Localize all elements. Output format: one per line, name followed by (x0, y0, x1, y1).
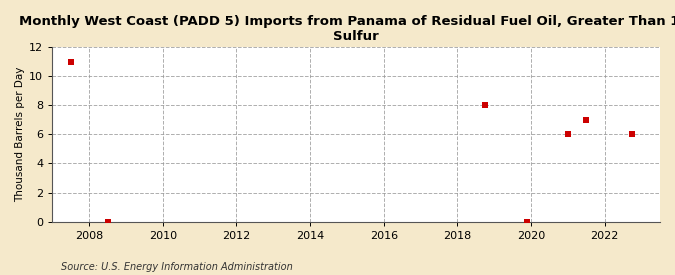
Y-axis label: Thousand Barrels per Day: Thousand Barrels per Day (15, 67, 25, 202)
Point (65, 59, 76, 64)
Point (522, 219, 533, 224)
Point (627, 132, 638, 136)
Title: Monthly West Coast (PADD 5) Imports from Panama of Residual Fuel Oil, Greater Th: Monthly West Coast (PADD 5) Imports from… (20, 15, 675, 43)
Point (480, 103, 491, 108)
Text: Source: U.S. Energy Information Administration: Source: U.S. Energy Information Administ… (61, 262, 292, 272)
Point (562, 132, 573, 136)
Point (581, 118, 592, 122)
Point (102, 219, 113, 224)
